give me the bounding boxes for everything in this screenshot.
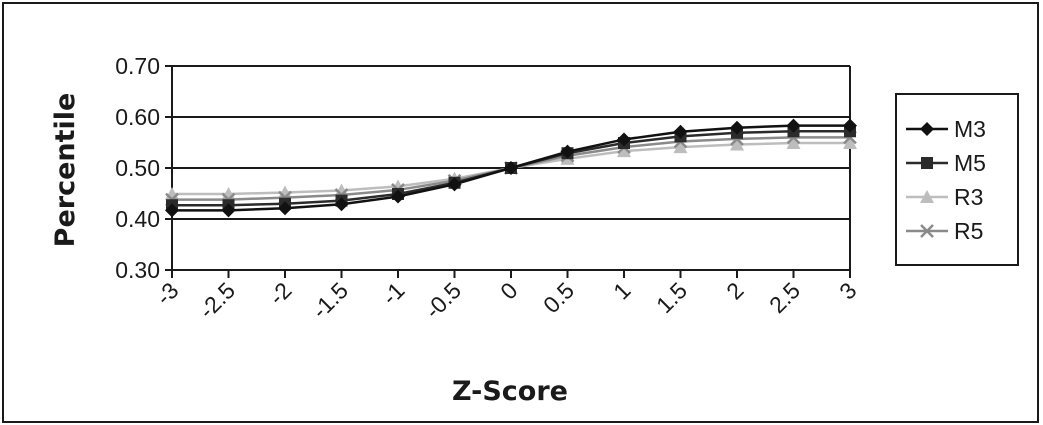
- data-point: [560, 144, 575, 159]
- data-point: [673, 140, 688, 154]
- legend-box: [895, 93, 1019, 266]
- x-tick-label: -2.5: [194, 277, 240, 323]
- legend-item-r3: R3: [906, 184, 983, 210]
- legend: M3 M5 R3 R5: [895, 93, 1019, 266]
- x-tick-label: -1: [377, 277, 410, 310]
- legend-label: M3: [954, 116, 986, 142]
- x-tick-label: -2: [264, 277, 297, 310]
- data-point: [673, 124, 688, 139]
- y-tick-label: 0.60: [115, 104, 160, 130]
- y-axis: 0.30 0.40 0.50 0.60 0.70: [115, 53, 173, 283]
- legend-item-m3: M3: [906, 116, 986, 142]
- legend-item-r5: R5: [906, 218, 983, 244]
- data-point: [730, 120, 744, 135]
- legend-item-m5: M5: [906, 150, 986, 176]
- data-point: [730, 137, 744, 151]
- data-point: [447, 177, 462, 192]
- legend-label: M5: [954, 150, 986, 176]
- data-point: [334, 197, 349, 212]
- x-tick-label: 1.5: [651, 277, 692, 318]
- series-m3: [165, 118, 857, 218]
- x-tick-label: 0: [495, 277, 522, 304]
- y-tick-label: 0.30: [115, 257, 160, 283]
- x-tick-label: 2: [721, 277, 748, 304]
- data-point: [278, 201, 292, 216]
- x-tick-label: -1.5: [307, 277, 353, 323]
- x-tick-label: 0.5: [538, 277, 579, 318]
- y-tick-label: 0.70: [115, 53, 160, 79]
- data-point: [504, 161, 518, 175]
- data-point: [617, 132, 631, 147]
- legend-label: R5: [954, 218, 983, 244]
- x-tick-label: 1: [608, 277, 635, 304]
- legend-marker: [921, 157, 933, 169]
- series-layer: [165, 118, 857, 218]
- data-point: [843, 136, 857, 150]
- data-point: [221, 203, 236, 218]
- legend-marker: [920, 224, 934, 238]
- x-tick-label: 3: [834, 277, 861, 304]
- y-axis-title: Percentile: [50, 93, 81, 248]
- data-point: [843, 118, 857, 133]
- y-tick-label: 0.50: [115, 155, 160, 181]
- data-point: [391, 189, 405, 204]
- x-axis: -3 -2.5 -2 -1.5 -1 -0.5 0 0.5 1 1.5 2 2.5 3: [151, 270, 862, 324]
- x-axis-title: Z-Score: [452, 376, 568, 407]
- legend-marker: [920, 122, 934, 136]
- x-tick-label: 2.5: [764, 277, 805, 318]
- data-point: [786, 118, 801, 133]
- y-tick-label: 0.40: [115, 206, 160, 232]
- data-point: [786, 136, 801, 150]
- legend-label: R3: [954, 184, 983, 210]
- legend-marker: [920, 190, 934, 203]
- data-point: [165, 203, 179, 218]
- data-point: [617, 144, 631, 158]
- x-tick-label: -0.5: [420, 277, 466, 323]
